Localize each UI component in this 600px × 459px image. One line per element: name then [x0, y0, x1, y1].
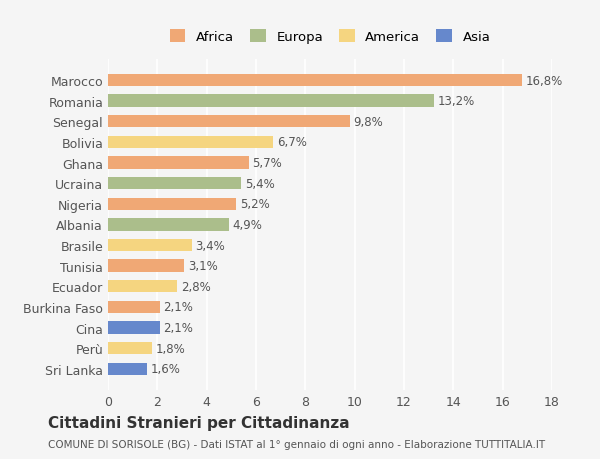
Text: 5,4%: 5,4% [245, 177, 275, 190]
Text: COMUNE DI SORISOLE (BG) - Dati ISTAT al 1° gennaio di ogni anno - Elaborazione T: COMUNE DI SORISOLE (BG) - Dati ISTAT al … [48, 440, 545, 449]
Text: 5,7%: 5,7% [253, 157, 282, 170]
Text: 4,9%: 4,9% [233, 218, 262, 231]
Bar [108, 95, 434, 107]
Text: 3,4%: 3,4% [196, 239, 226, 252]
Bar [108, 260, 184, 272]
Bar [108, 116, 350, 128]
Bar [108, 178, 241, 190]
Text: 16,8%: 16,8% [526, 74, 563, 87]
Text: 5,2%: 5,2% [240, 198, 270, 211]
Text: 13,2%: 13,2% [437, 95, 475, 108]
Bar [108, 75, 523, 87]
Bar [108, 157, 248, 169]
Text: 3,1%: 3,1% [188, 260, 218, 273]
Bar [108, 342, 152, 354]
Text: Cittadini Stranieri per Cittadinanza: Cittadini Stranieri per Cittadinanza [48, 415, 350, 430]
Text: 2,1%: 2,1% [163, 321, 193, 334]
Bar [108, 239, 192, 252]
Text: 2,1%: 2,1% [163, 301, 193, 313]
Legend: Africa, Europa, America, Asia: Africa, Europa, America, Asia [163, 23, 497, 50]
Text: 1,8%: 1,8% [156, 342, 186, 355]
Bar [108, 301, 160, 313]
Text: 2,8%: 2,8% [181, 280, 211, 293]
Bar [108, 198, 236, 211]
Text: 9,8%: 9,8% [353, 116, 383, 129]
Bar [108, 322, 160, 334]
Bar [108, 219, 229, 231]
Bar [108, 136, 273, 149]
Text: 1,6%: 1,6% [151, 363, 181, 375]
Bar [108, 280, 177, 293]
Text: 6,7%: 6,7% [277, 136, 307, 149]
Bar [108, 363, 148, 375]
